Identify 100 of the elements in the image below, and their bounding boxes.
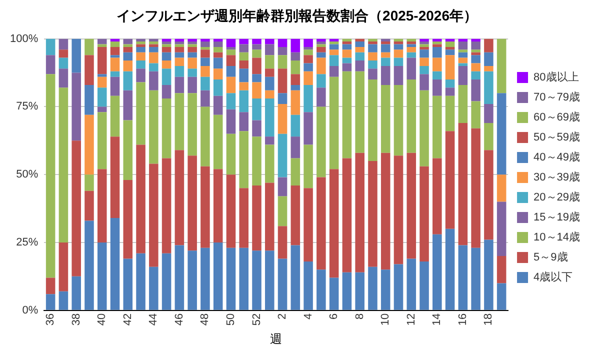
bar bbox=[149, 266, 158, 310]
bar bbox=[329, 55, 339, 66]
bar bbox=[174, 44, 184, 47]
legend-label: 5～9歳 bbox=[534, 250, 568, 264]
chart-title: インフルエンザ週別年齢群別報告数割合（2025-2026年） bbox=[116, 7, 478, 24]
y-tick-label: 50% bbox=[16, 168, 38, 181]
bar bbox=[239, 68, 249, 82]
bar bbox=[342, 158, 352, 272]
bar bbox=[394, 264, 404, 310]
bar bbox=[239, 44, 249, 52]
x-tick-label: 40 bbox=[96, 313, 108, 326]
bar bbox=[316, 58, 326, 74]
bar bbox=[46, 38, 56, 56]
x-tick-label: 48 bbox=[199, 313, 212, 326]
legend-label: 20～29歳 bbox=[534, 190, 580, 204]
bar bbox=[97, 46, 107, 74]
bar bbox=[445, 50, 455, 56]
bar bbox=[174, 66, 184, 77]
bar bbox=[304, 144, 313, 188]
bar bbox=[136, 253, 146, 310]
bar bbox=[97, 38, 107, 44]
bar bbox=[84, 220, 94, 310]
bar bbox=[471, 71, 480, 80]
bar bbox=[123, 46, 133, 52]
bar bbox=[200, 76, 210, 90]
bar bbox=[226, 76, 236, 94]
bar bbox=[484, 240, 494, 310]
bar bbox=[72, 140, 81, 276]
bar bbox=[278, 38, 288, 47]
bar bbox=[290, 38, 300, 52]
bar bbox=[213, 68, 223, 80]
bar bbox=[304, 55, 313, 64]
bar bbox=[316, 42, 326, 44]
bar bbox=[84, 190, 94, 221]
bar bbox=[342, 44, 352, 50]
bar bbox=[432, 71, 442, 80]
bar bbox=[226, 134, 236, 175]
bar bbox=[174, 245, 184, 310]
bar bbox=[496, 174, 506, 202]
bar bbox=[123, 90, 133, 120]
bar bbox=[252, 58, 262, 74]
bar bbox=[252, 185, 262, 251]
bar bbox=[252, 38, 262, 44]
bar bbox=[342, 63, 352, 72]
bar bbox=[329, 169, 339, 278]
bar bbox=[110, 46, 120, 56]
bar bbox=[290, 158, 300, 186]
bar bbox=[188, 76, 197, 94]
bar bbox=[458, 245, 468, 310]
bar bbox=[46, 294, 56, 310]
bar bbox=[188, 58, 197, 69]
bar bbox=[162, 98, 172, 158]
bar bbox=[110, 96, 120, 137]
bar bbox=[420, 166, 429, 262]
bar bbox=[471, 38, 480, 42]
bar bbox=[123, 258, 133, 310]
bar bbox=[149, 42, 158, 44]
bar bbox=[149, 38, 158, 42]
bar bbox=[420, 46, 429, 50]
bar bbox=[380, 52, 390, 58]
bar bbox=[290, 90, 300, 115]
x-tick-label: 36 bbox=[44, 313, 57, 326]
bar bbox=[97, 74, 107, 77]
bar bbox=[329, 76, 339, 170]
bar bbox=[46, 74, 56, 278]
bar bbox=[316, 74, 326, 88]
bar bbox=[213, 42, 223, 47]
bar bbox=[213, 46, 223, 52]
bar bbox=[355, 42, 364, 47]
bar bbox=[290, 60, 300, 74]
bar bbox=[496, 93, 506, 175]
bar bbox=[278, 258, 288, 310]
bar bbox=[97, 76, 107, 88]
x-tick-label: 8 bbox=[354, 313, 366, 320]
bar bbox=[316, 38, 326, 42]
bar bbox=[200, 42, 210, 47]
bar bbox=[394, 44, 404, 50]
bar bbox=[239, 188, 249, 248]
bar bbox=[432, 38, 442, 42]
bar bbox=[162, 46, 172, 52]
bar bbox=[420, 42, 429, 44]
bar bbox=[252, 250, 262, 310]
legend-label: 30～39歳 bbox=[534, 170, 580, 184]
bar bbox=[484, 66, 494, 72]
bar bbox=[368, 38, 378, 42]
bar bbox=[97, 169, 107, 242]
bar bbox=[368, 161, 378, 267]
bar bbox=[265, 250, 274, 310]
bar bbox=[72, 276, 81, 310]
bar bbox=[265, 90, 274, 99]
bar bbox=[406, 46, 416, 52]
bar bbox=[355, 152, 364, 272]
bar bbox=[445, 131, 455, 229]
bar bbox=[304, 261, 313, 310]
bar bbox=[368, 42, 378, 44]
bar bbox=[123, 71, 133, 90]
legend-label: 4歳以下 bbox=[534, 270, 573, 284]
bar bbox=[420, 38, 429, 42]
bar bbox=[84, 55, 94, 85]
bar bbox=[97, 88, 107, 107]
